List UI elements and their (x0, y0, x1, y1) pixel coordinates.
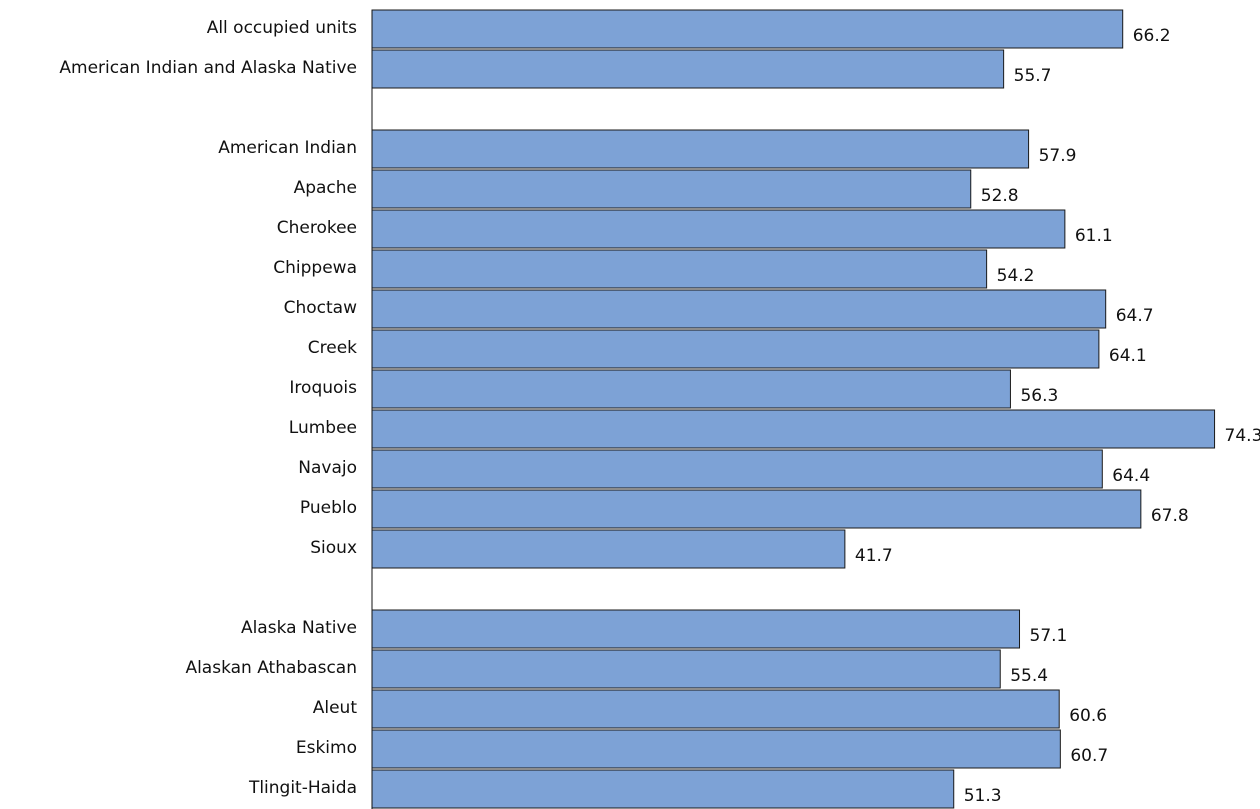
category-label: Pueblo (300, 498, 357, 518)
bar (371, 689, 1060, 729)
bar (371, 769, 955, 809)
bar (371, 449, 1103, 489)
category-label: Alaskan Athabascan (185, 658, 357, 678)
bar (371, 609, 1021, 649)
value-label: 52.8 (981, 186, 1019, 206)
category-label: American Indian and Alaska Native (59, 58, 357, 78)
bar (371, 129, 1030, 169)
value-label: 55.7 (1014, 66, 1052, 86)
category-label: Alaska Native (241, 618, 357, 638)
bar (371, 289, 1107, 329)
category-label: Tlingit-Haida (248, 778, 357, 798)
category-label: Eskimo (296, 738, 357, 758)
bar (371, 369, 1011, 409)
value-label: 61.1 (1075, 226, 1113, 246)
bar (371, 409, 1216, 449)
value-label: 41.7 (855, 546, 893, 566)
value-label: 54.2 (997, 266, 1035, 286)
category-label: Iroquois (289, 378, 357, 398)
bar (371, 529, 846, 569)
value-label: 64.7 (1116, 306, 1154, 326)
value-label: 74.3 (1225, 426, 1260, 446)
value-label: 51.3 (964, 786, 1002, 806)
value-label: 56.3 (1020, 386, 1058, 406)
category-label: Cherokee (277, 218, 357, 238)
bar (371, 649, 1001, 689)
value-label: 64.4 (1112, 466, 1150, 486)
value-label: 60.6 (1069, 706, 1107, 726)
value-label: 66.2 (1133, 26, 1171, 46)
category-label: Lumbee (289, 418, 357, 438)
value-label: 57.9 (1039, 146, 1077, 166)
bar (371, 169, 972, 209)
category-label: Creek (308, 338, 357, 358)
category-label: Navajo (298, 458, 357, 478)
category-label: Chippewa (273, 258, 357, 278)
bar (371, 489, 1142, 529)
value-label: 60.7 (1070, 746, 1108, 766)
value-label: 57.1 (1030, 626, 1068, 646)
value-label: 67.8 (1151, 506, 1189, 526)
category-labels: All occupied units American Indian and Al… (59, 18, 357, 798)
category-label: All occupied units (207, 18, 357, 38)
bar (371, 9, 1124, 49)
category-label: Choctaw (284, 298, 357, 318)
bar (371, 249, 988, 289)
value-label: 64.1 (1109, 346, 1147, 366)
category-label: Sioux (310, 538, 357, 558)
bar (371, 729, 1061, 769)
bar (371, 329, 1100, 369)
bar (371, 49, 1005, 89)
category-label: Apache (294, 178, 357, 198)
bar (371, 209, 1066, 249)
value-label: 55.4 (1010, 666, 1048, 686)
category-label: Aleut (313, 698, 358, 718)
value-labels: 66.2 55.7 57.9 52.8 61.1 54.2 64.7 64.1 56.3 74.3… (855, 26, 1260, 806)
category-label: American Indian (218, 138, 357, 158)
bars-layer (371, 9, 1216, 809)
